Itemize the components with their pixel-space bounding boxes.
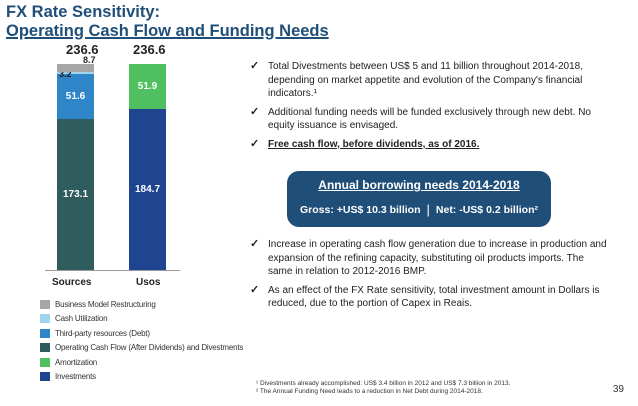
bar-data-label: 51.9: [137, 81, 158, 93]
footnote-1: ¹ Divestments already accomplished: US$ …: [256, 380, 511, 387]
legend-swatch: [40, 343, 50, 353]
bar-total-label: 236.6: [133, 42, 166, 57]
bullet-item: ✓ Increase in operating cash flow genera…: [250, 238, 610, 279]
bullet-item: ✓ As an effect of the FX Rate sensitivit…: [250, 284, 610, 311]
bullet-text: As an effect of the FX Rate sensitivity,…: [268, 284, 600, 310]
bullet-text: Free cash flow, before dividends, as of …: [268, 138, 480, 150]
category-label-sources: Sources: [52, 277, 92, 288]
legend-item: Amortization: [40, 355, 243, 370]
bar-data-label: 51.6: [65, 91, 86, 103]
slide-title: FX Rate Sensitivity:: [6, 3, 161, 21]
check-icon: ✓: [250, 238, 260, 250]
legend-swatch: [40, 314, 50, 324]
check-icon: ✓: [250, 60, 260, 72]
bullet-text: Additional funding needs will be funded …: [268, 106, 591, 132]
category-label-usos: Usos: [136, 277, 161, 288]
check-icon: ✓: [250, 137, 260, 150]
legend-item: Business Model Restructuring: [40, 297, 243, 312]
check-icon: ✓: [250, 105, 260, 118]
legend-item: Operating Cash Flow (After Dividends) an…: [40, 341, 243, 356]
footnotes: ¹ Divestments already accomplished: US$ …: [256, 380, 510, 396]
legend-item: Third-party resources (Debt): [40, 326, 243, 341]
legend-item: Investments: [40, 370, 243, 385]
bar-segment: 51.6: [57, 74, 94, 120]
legend-label: Business Model Restructuring: [55, 299, 156, 309]
bullet-list-bottom: ✓ Increase in operating cash flow genera…: [250, 238, 610, 316]
legend-swatch: [40, 328, 50, 338]
legend-label: Amortization: [55, 357, 98, 367]
bar-data-label: 173.1: [62, 189, 89, 201]
bar-segment: 51.9: [129, 64, 166, 110]
bullet-item: ✓ Additional funding needs will be funde…: [250, 106, 610, 133]
bullet-text: Increase in operating cash flow generati…: [268, 239, 607, 277]
borrowing-gross: Gross: +US$ 10.3 billion: [300, 203, 421, 216]
bar-segment: 184.7: [129, 109, 166, 270]
bar-segment: 3.2: [57, 69, 94, 79]
bar-data-label: 3.2: [59, 68, 72, 79]
bullet-item: ✓ Total Divestments between US$ 5 and 11…: [250, 60, 610, 101]
chart-x-axis: [45, 270, 180, 271]
legend-label: Third-party resources (Debt): [55, 328, 150, 338]
page-number: 39: [612, 384, 624, 395]
legend-swatch: [40, 357, 50, 367]
legend-item: Cash Utilization: [40, 312, 243, 327]
bullet-text: Total Divestments between US$ 5 and 11 b…: [268, 61, 584, 99]
bar-total-label: 236.6: [66, 42, 99, 57]
legend-label: Investments: [55, 372, 96, 382]
bar-segment: 173.1: [57, 119, 94, 270]
slide-subtitle: Operating Cash Flow and Funding Needs: [6, 22, 329, 40]
check-icon: ✓: [250, 283, 260, 296]
legend-label: Cash Utilization: [55, 314, 108, 324]
bar-segment: 8.7: [57, 55, 96, 72]
bar-data-label: 8.7: [83, 55, 96, 65]
footnote-2: ² The Annual Funding Need leads to a red…: [256, 388, 483, 395]
legend-swatch: [40, 299, 50, 309]
bullet-list-top: ✓ Total Divestments between US$ 5 and 11…: [250, 60, 610, 156]
chart-legend: Business Model Restructuring Cash Utiliza…: [40, 297, 243, 384]
borrowing-net: Net: -US$ 0.2 billion²: [435, 203, 538, 216]
legend-label: Operating Cash Flow (After Dividends) an…: [55, 343, 244, 353]
borrowing-separator: |: [426, 202, 430, 217]
bar-data-label: 184.7: [134, 184, 161, 196]
legend-swatch: [40, 372, 50, 382]
borrowing-title: Annual borrowing needs 2014-2018: [318, 178, 520, 192]
borrowing-needs-box: Annual borrowing needs 2014-2018 Gross: …: [287, 171, 551, 227]
bullet-item: ✓ Free cash flow, before dividends, as o…: [250, 138, 610, 152]
